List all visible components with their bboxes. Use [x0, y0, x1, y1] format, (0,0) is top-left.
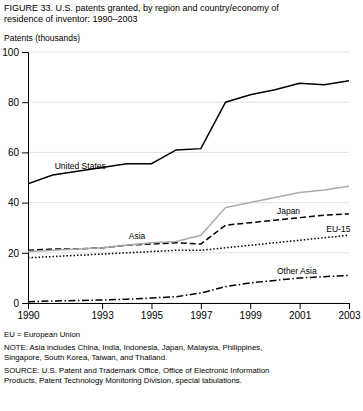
- chart-svg: FIGURE 33. U.S. patents granted, by regi…: [0, 0, 363, 411]
- series-line: [28, 81, 349, 184]
- note: EU = European Union: [4, 330, 80, 339]
- y-axis: 0 20 40 60 80 100: [2, 47, 28, 309]
- y-tick-mark: [22, 52, 28, 53]
- x-tick-label: 1997: [190, 310, 213, 321]
- series-label: Japan: [277, 206, 300, 216]
- y-tick-mark: [22, 102, 28, 103]
- y-tick: 100: [2, 47, 28, 58]
- x-tick-mark: [151, 303, 152, 309]
- y-tick: 0: [13, 298, 28, 309]
- x-tick: 1995: [141, 303, 164, 321]
- x-tick-mark: [102, 303, 103, 309]
- note-line: NOTE: Asia includes China, India, Indone…: [4, 343, 262, 352]
- x-tick-label: 1990: [17, 310, 40, 321]
- series-line: [28, 186, 349, 251]
- series-labels: United States Asia Japan EU-15 Other Asia: [55, 161, 351, 276]
- y-tick-label: 0: [13, 298, 19, 309]
- x-tick-mark: [349, 303, 350, 309]
- x-tick-mark: [250, 303, 251, 309]
- y-tick-label: 60: [8, 147, 20, 158]
- series-line: [28, 275, 349, 301]
- grid-line: [28, 252, 349, 253]
- title-line: FIGURE 33. U.S. patents granted, by regi…: [4, 3, 279, 13]
- series-label: United States: [55, 161, 106, 171]
- x-tick-label: 2001: [289, 310, 312, 321]
- y-tick-mark: [22, 203, 28, 204]
- y-tick-label: 40: [8, 197, 20, 208]
- note-line: EU = European Union: [4, 330, 80, 339]
- x-tick-label: 1993: [91, 310, 114, 321]
- x-tick: 1990: [17, 303, 40, 321]
- y-tick-label: 100: [2, 47, 19, 58]
- note: NOTE: Asia includes China, India, Indone…: [4, 343, 262, 362]
- x-tick: 1993: [91, 303, 114, 321]
- x-tick-label: 2003: [338, 310, 361, 321]
- note-line: SOURCE: U.S. Patent and Trademark Office…: [4, 366, 269, 375]
- texts: FIGURE 33. U.S. patents granted, by regi…: [4, 3, 279, 385]
- y-tick-label: 20: [8, 248, 20, 259]
- y-tick-mark: [22, 152, 28, 153]
- y-tick-mark: [22, 253, 28, 254]
- x-tick-label: 1995: [141, 310, 164, 321]
- plot: 0 20 40 60 80 100 1990 1993 1995 1997 1999 2001 2003…: [2, 47, 361, 321]
- y-tick: 80: [8, 97, 28, 108]
- lines: [28, 81, 349, 302]
- y-axis-label: Patents (thousands): [4, 33, 80, 43]
- x-tick: 2001: [289, 303, 312, 321]
- grid: [28, 52, 349, 303]
- series-label: Asia: [129, 231, 146, 241]
- series-label: EU-15: [326, 224, 350, 234]
- title-line: residence of inventor: 1990–2003: [4, 14, 138, 24]
- y-axis-line: [22, 53, 29, 304]
- chart-container: FIGURE 33. U.S. patents granted, by regi…: [0, 0, 363, 411]
- x-tick: 1997: [190, 303, 213, 321]
- x-tick-label: 1999: [240, 310, 263, 321]
- y-tick: 60: [8, 147, 28, 158]
- x-axis-line: [29, 304, 350, 310]
- y-tick-label: 80: [8, 97, 20, 108]
- x-tick: 2003: [338, 303, 361, 321]
- note: SOURCE: U.S. Patent and Trademark Office…: [4, 366, 269, 385]
- x-tick-mark: [300, 303, 301, 309]
- x-tick-mark: [28, 303, 29, 309]
- grid-line: [28, 52, 349, 53]
- y-tick: 40: [8, 197, 28, 208]
- grid-line: [28, 102, 349, 103]
- grid-line: [28, 152, 349, 153]
- x-tick: 1999: [240, 303, 263, 321]
- series-line: [28, 214, 349, 250]
- series-label: Other Asia: [277, 266, 317, 276]
- y-tick-mark: [22, 303, 28, 304]
- note-line: Products, Patent Technology Monitoring D…: [4, 376, 242, 385]
- x-axis: 1990 1993 1995 1997 1999 2001 2003: [17, 303, 361, 321]
- x-tick-mark: [201, 303, 202, 309]
- grid-line: [28, 202, 349, 203]
- title: FIGURE 33. U.S. patents granted, by regi…: [4, 3, 279, 24]
- y-tick: 20: [8, 248, 28, 259]
- note-line: Singapore, South Korea, Taiwan, and Thai…: [4, 353, 167, 362]
